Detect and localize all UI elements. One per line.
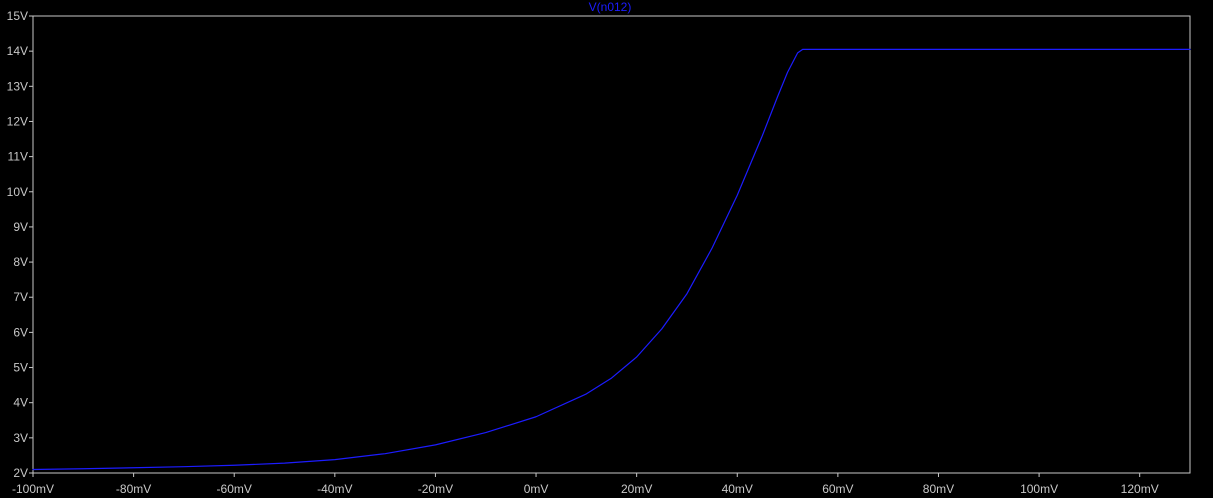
plot-frame xyxy=(32,15,1191,474)
y-tick-label: 7V xyxy=(13,290,28,304)
y-tick-label: 2V xyxy=(13,466,28,480)
trace-name-label[interactable]: V(n012) xyxy=(589,0,632,14)
trace-line[interactable] xyxy=(32,48,1191,471)
y-axis: 2V 3V 4V 5V 6V 7V 8V 9V 10V 11V 12V 13V 14V 15V xyxy=(7,9,33,480)
x-tick-label: 0mV xyxy=(524,482,549,496)
y-tick-label: 5V xyxy=(13,361,28,375)
x-tick-label: 40mV xyxy=(722,482,753,496)
y-tick-label: 3V xyxy=(13,431,28,445)
y-tick-label: 13V xyxy=(7,79,28,93)
y-tick-label: 8V xyxy=(13,255,28,269)
y-tick-label: 11V xyxy=(8,150,28,164)
x-tick-label: 100mV xyxy=(1020,482,1058,496)
y-tick-label: 15V xyxy=(7,9,28,23)
x-axis: -100mV -80mV -60mV -40mV -20mV 0mV 20mV 40mV 60m… xyxy=(12,473,1159,496)
y-tick-label: 12V xyxy=(7,114,28,128)
x-tick-label: 60mV xyxy=(822,482,853,496)
x-tick-label: -60mV xyxy=(217,482,252,496)
x-tick-label: 20mV xyxy=(621,482,652,496)
x-tick-label: 80mV xyxy=(923,482,954,496)
y-tick-label: 14V xyxy=(7,44,28,58)
x-tick-label: -100mV xyxy=(12,482,54,496)
x-tick-label: -20mV xyxy=(418,482,453,496)
y-tick-label: 4V xyxy=(13,396,28,410)
y-tick-label: 10V xyxy=(7,185,28,199)
x-tick-label: 120mV xyxy=(1121,482,1159,496)
y-tick-label: 6V xyxy=(13,325,28,339)
x-tick-label: -40mV xyxy=(317,482,352,496)
y-tick-label: 9V xyxy=(13,220,28,234)
x-tick-label: -80mV xyxy=(116,482,151,496)
trace-layer xyxy=(32,48,1191,471)
